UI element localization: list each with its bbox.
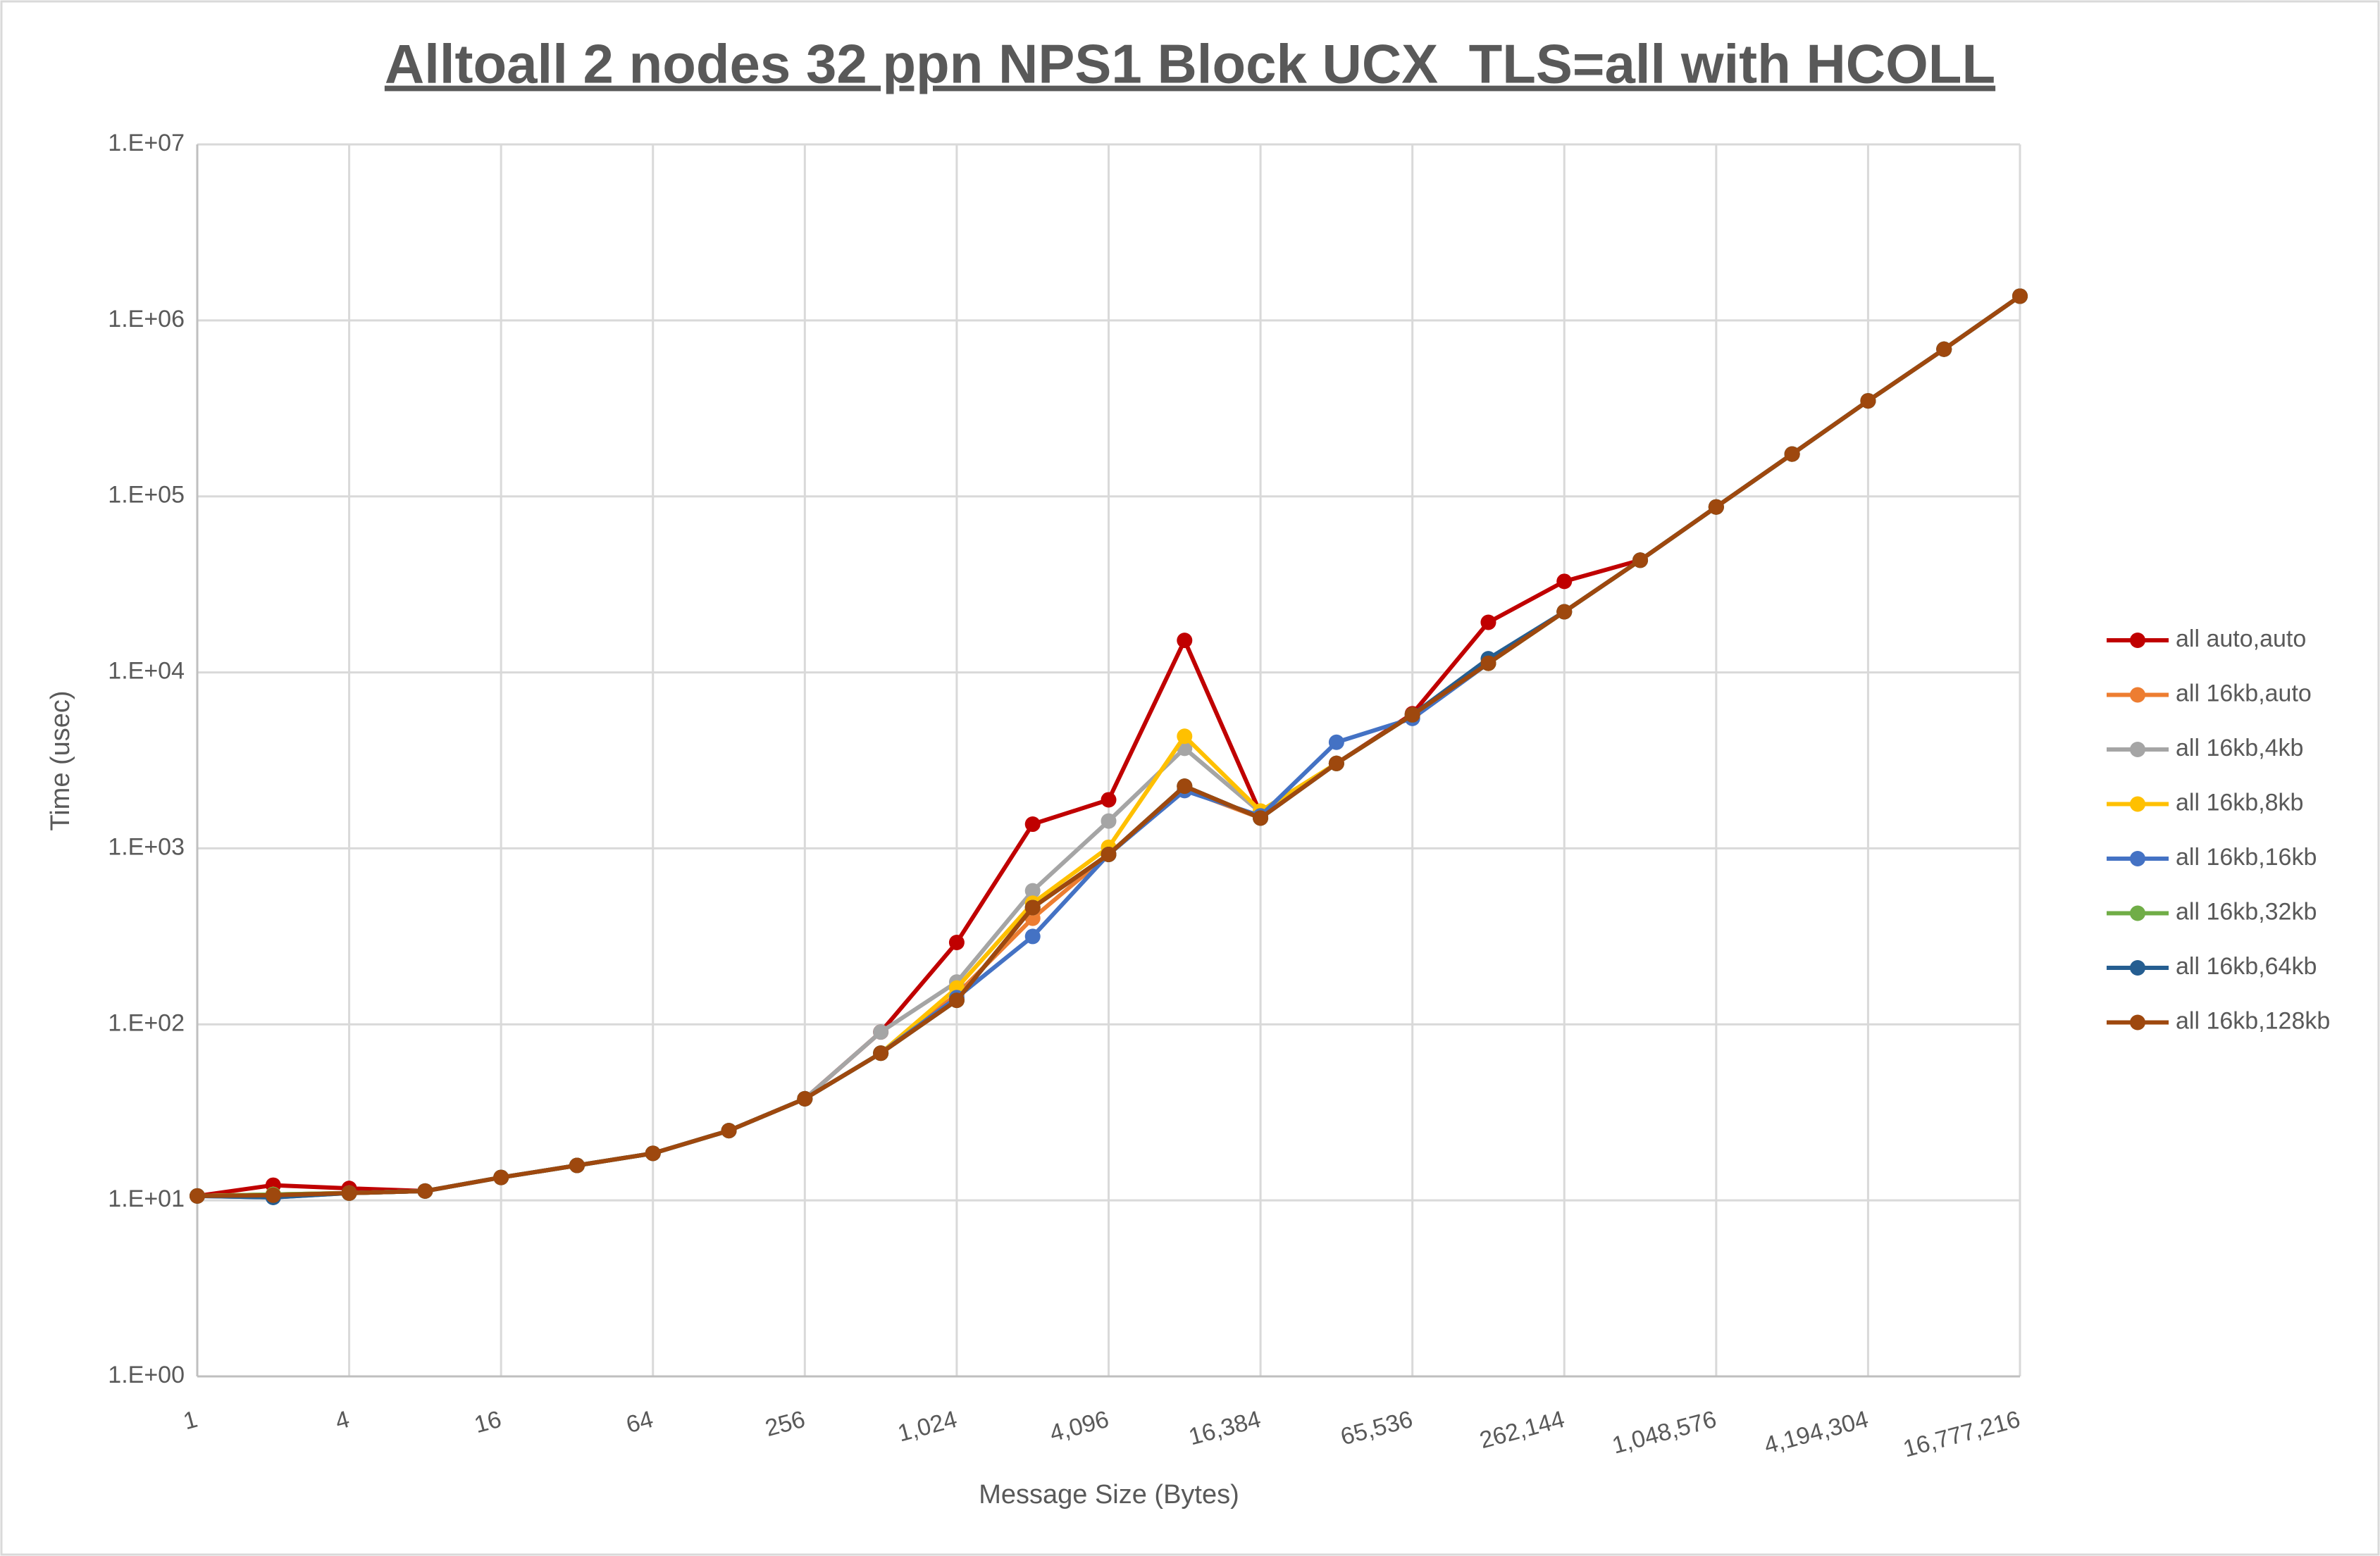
- data-point: [341, 1185, 357, 1201]
- data-point: [1253, 810, 1269, 826]
- data-point: [1177, 728, 1193, 745]
- legend-label: all 16kb,4kb: [2176, 735, 2303, 761]
- legend-label: all 16kb,8kb: [2176, 789, 2303, 816]
- legend-label: all auto,auto: [2176, 625, 2306, 652]
- data-point: [190, 1188, 205, 1204]
- data-point: [1936, 341, 1952, 357]
- series: [190, 288, 2028, 1204]
- data-point: [1101, 792, 1117, 808]
- data-point: [265, 1187, 281, 1203]
- data-point: [1101, 813, 1117, 829]
- data-point: [569, 1157, 585, 1174]
- data-point: [1177, 778, 1193, 795]
- data-point: [1556, 604, 1573, 620]
- legend-label: all 16kb,auto: [2176, 680, 2312, 707]
- data-point: [1328, 734, 1344, 750]
- data-point: [1480, 614, 1496, 630]
- y-tick-label: 1.E+00: [108, 1362, 185, 1388]
- legend-marker: [2130, 1014, 2145, 1031]
- legend-label: all 16kb,64kb: [2176, 953, 2317, 980]
- legend-marker: [2130, 742, 2145, 757]
- legend-marker: [2130, 905, 2145, 921]
- y-tick-label: 1.E+06: [108, 306, 185, 332]
- legend-marker: [2130, 796, 2145, 812]
- data-point: [1328, 755, 1344, 771]
- data-point: [873, 1045, 889, 1062]
- data-point: [948, 992, 965, 1009]
- legend-marker: [2130, 851, 2145, 866]
- data-point: [1404, 707, 1420, 723]
- y-tick-label: 1.E+07: [108, 130, 185, 156]
- data-point: [1024, 928, 1041, 945]
- data-point: [1860, 393, 1876, 409]
- data-point: [948, 935, 965, 951]
- data-point: [493, 1169, 509, 1185]
- data-point: [1784, 446, 1800, 462]
- x-axis-title: Message Size (Bytes): [979, 1480, 1239, 1510]
- legend-marker: [2130, 687, 2145, 703]
- data-point: [1024, 900, 1041, 916]
- data-point: [1177, 633, 1193, 649]
- y-tick-label: 1.E+02: [108, 1009, 185, 1036]
- data-point: [1556, 573, 1573, 590]
- data-point: [873, 1024, 889, 1040]
- y-axis-title: Time (usec): [46, 690, 75, 830]
- data-point: [1708, 499, 1724, 515]
- data-point: [1024, 816, 1041, 833]
- y-tick-label: 1.E+03: [108, 833, 185, 860]
- y-tick-label: 1.E+04: [108, 658, 185, 685]
- y-tick-label: 1.E+05: [108, 482, 185, 509]
- data-point: [645, 1145, 661, 1162]
- data-point: [2012, 288, 2028, 304]
- legend-label: all 16kb,128kb: [2176, 1007, 2330, 1034]
- legend-label: all 16kb,32kb: [2176, 898, 2317, 925]
- data-point: [417, 1183, 433, 1199]
- data-point: [721, 1123, 737, 1139]
- data-point: [1632, 552, 1649, 568]
- data-point: [797, 1090, 813, 1107]
- legend-marker: [2130, 960, 2145, 976]
- legend-label: all 16kb,16kb: [2176, 844, 2317, 871]
- data-point: [1101, 847, 1117, 863]
- legend-marker: [2130, 633, 2145, 648]
- data-point: [1024, 883, 1041, 899]
- data-point: [1480, 655, 1496, 671]
- y-tick-label: 1.E+01: [108, 1185, 185, 1212]
- chart-title: Alltoall 2 nodes 32 ppn NPS1 Block UCX_T…: [385, 33, 1995, 95]
